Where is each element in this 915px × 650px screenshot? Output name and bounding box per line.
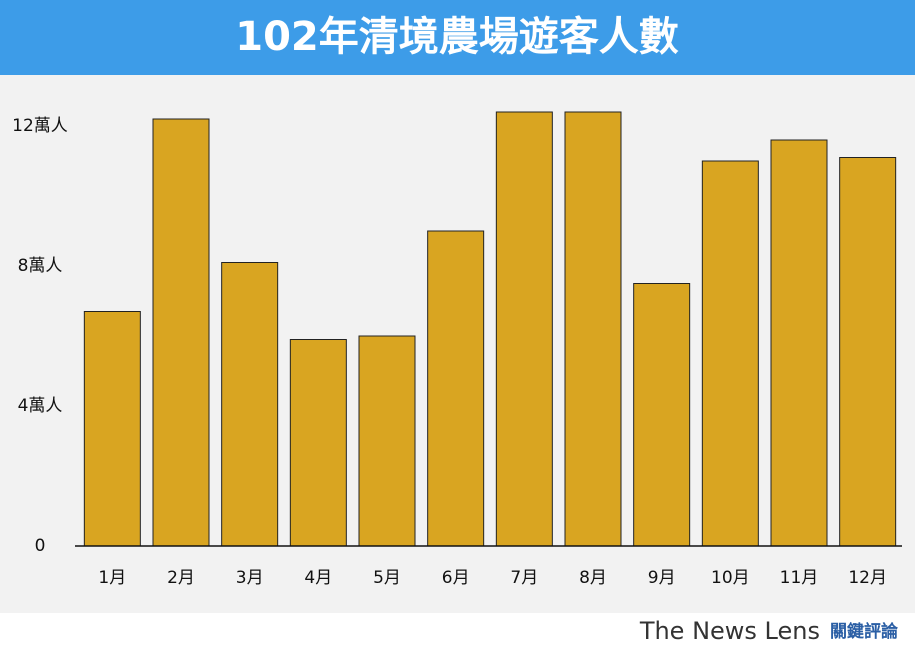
bar [633, 283, 691, 547]
y-tick-label: 0 [35, 536, 46, 556]
source-name: The News Lens [639, 617, 820, 645]
bar [427, 230, 485, 547]
bar [839, 157, 897, 547]
x-tick-label: 4月 [304, 568, 332, 588]
bar [221, 262, 279, 547]
y-tick-label: 4萬人 [18, 396, 63, 416]
x-tick-label: 3月 [236, 568, 264, 588]
x-tick-label: 11月 [780, 568, 819, 588]
chart-title: 102年清境農場遊客人數 [235, 14, 679, 60]
y-tick-label: 12萬人 [12, 116, 68, 136]
x-tick-label: 10月 [711, 568, 750, 588]
bar [564, 111, 622, 547]
x-tick-label: 7月 [510, 568, 538, 588]
x-tick-label: 9月 [648, 568, 676, 588]
x-tick-label: 6月 [442, 568, 470, 588]
bar [358, 335, 416, 547]
bar [495, 111, 553, 547]
bar [289, 339, 347, 547]
bar [83, 311, 141, 547]
x-tick-label: 2月 [167, 568, 195, 588]
source-name-zh: 關鍵評論 [830, 621, 899, 642]
bar [152, 118, 210, 547]
x-tick-label: 12月 [848, 568, 887, 588]
x-tick-label: 8月 [579, 568, 607, 588]
bar [770, 139, 828, 547]
x-tick-label: 1月 [98, 568, 126, 588]
y-tick-label: 8萬人 [18, 256, 63, 276]
bar [701, 160, 759, 547]
x-tick-label: 5月 [373, 568, 401, 588]
header-band [0, 0, 915, 75]
